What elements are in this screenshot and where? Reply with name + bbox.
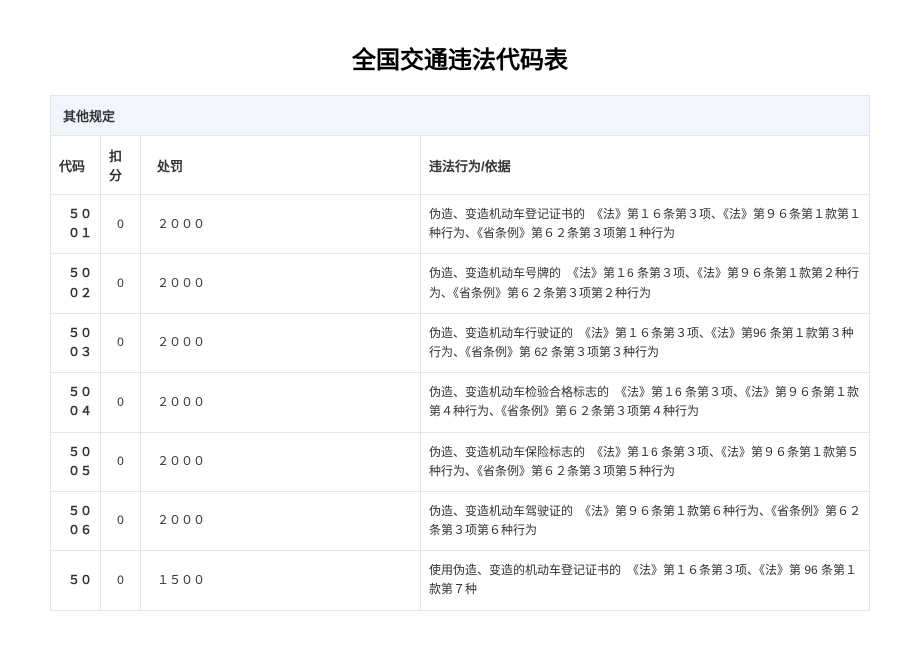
- col-header-description: 违法行为/依据: [421, 136, 870, 195]
- cell-description: 伪造、变造机动车登记证书的 《法》第１６条第３项、《法》第９６条第１款第１种行为…: [421, 195, 870, 254]
- cell-points: 0: [101, 373, 141, 432]
- table-row: ５０ 0 １５００ 使用伪造、变造的机动车登记证书的 《法》第１６条第３项、《法…: [51, 551, 870, 610]
- cell-penalty: ２０００: [141, 373, 421, 432]
- cell-code: ５００６: [51, 491, 101, 550]
- cell-description: 伪造、变造机动车行驶证的 《法》第１６条第３项、《法》第96 条第１款第３种行为…: [421, 313, 870, 372]
- cell-points: 0: [101, 195, 141, 254]
- cell-penalty: ２０００: [141, 195, 421, 254]
- cell-points: 0: [101, 254, 141, 313]
- table-row: ５００６ 0 ２０００ 伪造、变造机动车驾驶证的 《法》第９６条第１款第６种行为…: [51, 491, 870, 550]
- cell-points: 0: [101, 432, 141, 491]
- cell-penalty: １５００: [141, 551, 421, 610]
- col-header-points: 扣分: [101, 136, 141, 195]
- table-row: ５００１ 0 ２０００ 伪造、变造机动车登记证书的 《法》第１６条第３项、《法》…: [51, 195, 870, 254]
- cell-points: 0: [101, 551, 141, 610]
- col-header-penalty: 处罚: [141, 136, 421, 195]
- cell-points: 0: [101, 491, 141, 550]
- cell-description: 使用伪造、变造的机动车登记证书的 《法》第１６条第３项、《法》第 96 条第１款…: [421, 551, 870, 610]
- table-body: ５００１ 0 ２０００ 伪造、变造机动车登记证书的 《法》第１６条第３项、《法》…: [51, 195, 870, 611]
- violation-table: 代码 扣分 处罚 违法行为/依据 ５００１ 0 ２０００ 伪造、变造机动车登记证…: [50, 135, 870, 611]
- cell-description: 伪造、变造机动车检验合格标志的 《法》第１6 条第３项、《法》第９６条第１款第４…: [421, 373, 870, 432]
- cell-points: 0: [101, 313, 141, 372]
- cell-code: ５００４: [51, 373, 101, 432]
- table-row: ５００３ 0 ２０００ 伪造、变造机动车行驶证的 《法》第１６条第３项、《法》第…: [51, 313, 870, 372]
- cell-description: 伪造、变造机动车号牌的 《法》第１6 条第３项、《法》第９６条第１款第２种行为、…: [421, 254, 870, 313]
- cell-description: 伪造、变造机动车保险标志的 《法》第１6 条第３项、《法》第９６条第１款第５种行…: [421, 432, 870, 491]
- cell-code: ５００２: [51, 254, 101, 313]
- table-row: ５００５ 0 ２０００ 伪造、变造机动车保险标志的 《法》第１6 条第３项、《法…: [51, 432, 870, 491]
- cell-penalty: ２０００: [141, 491, 421, 550]
- table-row: ５００２ 0 ２０００ 伪造、变造机动车号牌的 《法》第１6 条第３项、《法》第…: [51, 254, 870, 313]
- table-row: ５００４ 0 ２０００ 伪造、变造机动车检验合格标志的 《法》第１6 条第３项、…: [51, 373, 870, 432]
- page-title: 全国交通违法代码表: [50, 40, 870, 75]
- cell-penalty: ２０００: [141, 313, 421, 372]
- cell-code: ５００１: [51, 195, 101, 254]
- cell-penalty: ２０００: [141, 254, 421, 313]
- cell-code: ５００３: [51, 313, 101, 372]
- col-header-code: 代码: [51, 136, 101, 195]
- section-header: 其他规定: [50, 95, 870, 135]
- cell-description: 伪造、变造机动车驾驶证的 《法》第９６条第１款第６种行为、《省条例》第６２条第３…: [421, 491, 870, 550]
- cell-code: ５００５: [51, 432, 101, 491]
- table-header-row: 代码 扣分 处罚 违法行为/依据: [51, 136, 870, 195]
- cell-penalty: ２０００: [141, 432, 421, 491]
- cell-code: ５０: [51, 551, 101, 610]
